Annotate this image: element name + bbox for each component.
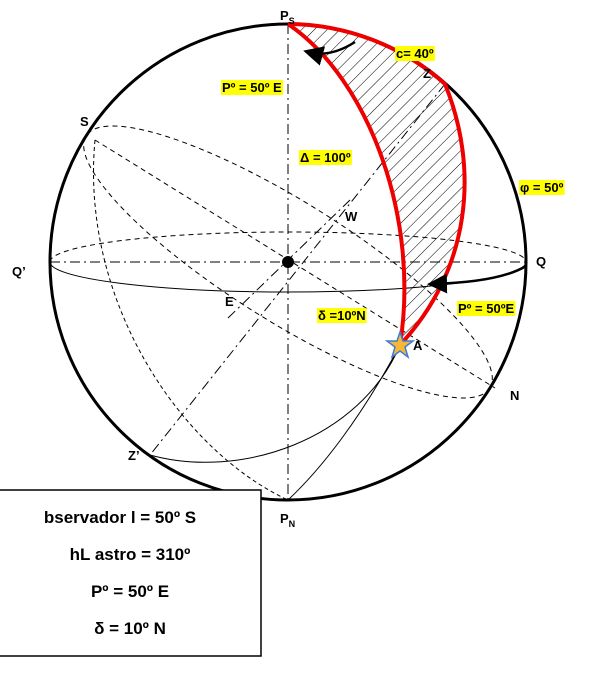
- label-dec: δ =10ºN: [318, 308, 366, 323]
- highlight: [299, 150, 352, 165]
- box-line: hL astro = 310º: [70, 545, 191, 564]
- label-e: E: [225, 294, 234, 309]
- label-pn: PN: [280, 511, 295, 529]
- box-line: δ = 10º N: [94, 619, 166, 638]
- arc: [149, 344, 401, 463]
- label-c: c= 40º: [396, 46, 434, 61]
- label-p-eq: Pº = 50ºE: [458, 301, 514, 316]
- arrow: [427, 264, 527, 294]
- label-ps: PS: [280, 8, 295, 26]
- highlight: [395, 46, 435, 61]
- highlight: [221, 80, 284, 95]
- horizon: [83, 125, 493, 399]
- zenith-axis: [149, 83, 446, 456]
- box-line: bservador l = 50º S: [44, 508, 196, 527]
- label-w: W: [345, 209, 358, 224]
- highlight: [457, 301, 516, 316]
- label-z-prime: Z’: [128, 448, 140, 463]
- label-q-prime: Q’: [12, 264, 26, 279]
- label-z: Z: [423, 66, 431, 81]
- label-a: A: [413, 338, 423, 353]
- highlight: [519, 180, 565, 195]
- hatched-region: [288, 24, 465, 345]
- label-p-top: Pº = 50º E: [222, 80, 282, 95]
- arc: [287, 344, 401, 501]
- highlight: [317, 308, 367, 323]
- sn-line: [94, 139, 496, 389]
- label-q: Q: [536, 254, 546, 269]
- label-delta-cap: Δ = 100º: [300, 150, 351, 165]
- label-n: N: [510, 388, 519, 403]
- star: [384, 329, 416, 359]
- info-box: [0, 489, 262, 657]
- arc: [93, 139, 289, 501]
- center: [282, 256, 294, 268]
- label-s: S: [80, 114, 89, 129]
- label-phi: φ = 50º: [520, 180, 564, 195]
- arrow: [303, 40, 356, 66]
- box-line: Pº = 50º E: [91, 582, 169, 601]
